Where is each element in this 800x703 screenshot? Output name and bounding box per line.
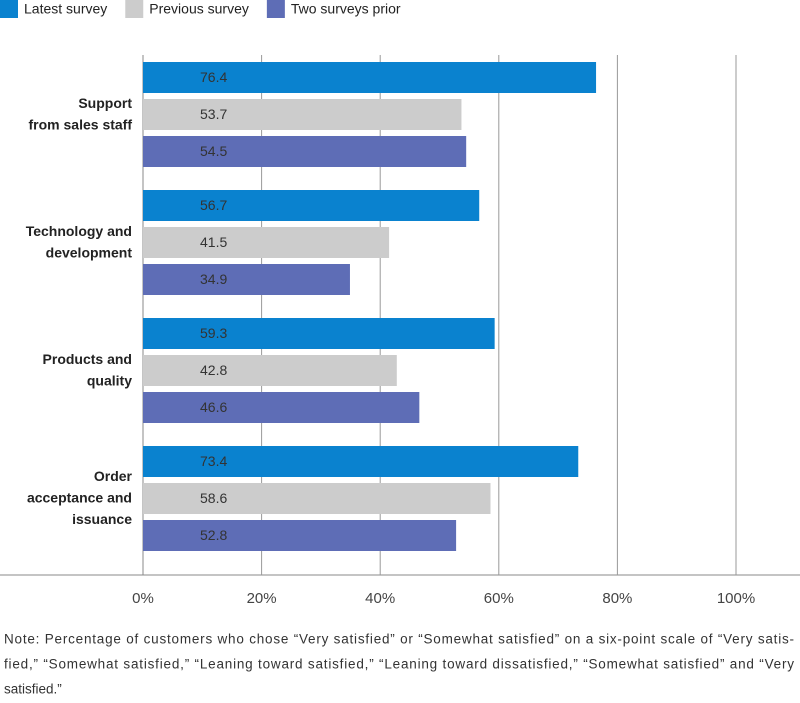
category-label: Order acceptance and issuance (27, 468, 133, 527)
bar (143, 227, 390, 258)
bar (143, 520, 457, 551)
value-label: 46.6 (200, 399, 227, 415)
category-label-line: Technology and (26, 222, 132, 238)
category-label-line: quality (87, 372, 132, 388)
bar (143, 136, 467, 167)
legend-swatch (125, 0, 144, 18)
category-label: Products and quality (43, 350, 133, 388)
x-tick-label: 0% (132, 590, 154, 607)
bar (143, 62, 597, 93)
category-label-line: development (46, 244, 133, 260)
value-label: 42.8 (200, 362, 227, 378)
x-tick-label: 40% (365, 590, 395, 607)
x-tick-label: 80% (602, 590, 632, 607)
value-label: 54.5 (200, 143, 227, 159)
category-label-line: Products and (43, 350, 132, 366)
value-label: 58.6 (200, 490, 227, 506)
value-label: 41.5 (200, 234, 227, 250)
category-label-line: acceptance and (27, 489, 132, 505)
bar (143, 392, 420, 423)
category-label-line: issuance (72, 511, 132, 527)
value-label: 52.8 (200, 527, 227, 543)
note-line: satisfied.” (4, 682, 62, 697)
category-label-line: from sales staff (29, 116, 133, 132)
bar (143, 318, 495, 349)
legend-swatch (266, 0, 285, 18)
category-label: Technology and development (26, 222, 133, 260)
note-line: fied,” “Somewhat satisfied,” “Leaning to… (4, 657, 794, 672)
bar (143, 483, 491, 514)
category-label-line: Support (78, 94, 132, 110)
x-tick-label: 60% (484, 590, 514, 607)
category-label: Support from sales staff (29, 94, 133, 132)
category-label-line: Order (94, 468, 133, 484)
note-line: Note: Percentage of customers who chose … (4, 632, 794, 647)
bar (143, 355, 397, 386)
x-tick-label: 20% (247, 590, 277, 607)
legend-label: Latest survey (24, 1, 107, 17)
value-label: 59.3 (200, 325, 227, 341)
value-label: 76.4 (200, 69, 227, 85)
value-label: 56.7 (200, 197, 227, 213)
value-label: 73.4 (200, 453, 227, 469)
bar (143, 99, 462, 130)
bar (143, 446, 579, 477)
bar (143, 264, 350, 295)
legend-swatch (0, 0, 18, 18)
legend-label: Two surveys prior (291, 1, 401, 17)
legend-label: Previous survey (149, 1, 249, 17)
value-label: 53.7 (200, 106, 227, 122)
value-label: 34.9 (200, 271, 227, 287)
x-tick-label: 100% (717, 590, 755, 607)
bar (143, 190, 480, 221)
